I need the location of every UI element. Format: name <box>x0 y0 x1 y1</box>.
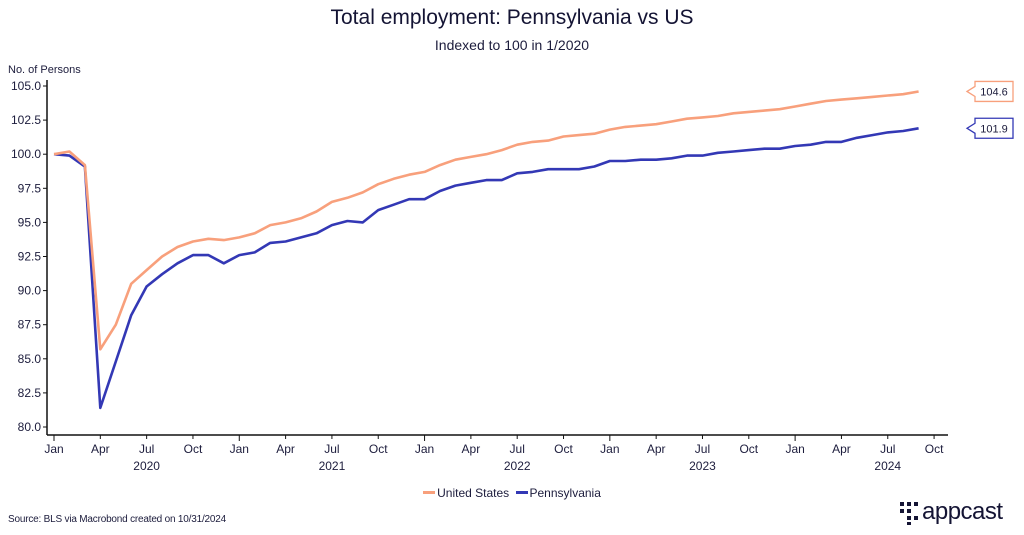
x-year-label: 2024 <box>874 459 901 473</box>
x-tick-label: Jan <box>600 442 619 456</box>
x-tick-label: Oct <box>369 442 388 456</box>
y-tick-label: 87.5 <box>18 318 42 332</box>
x-tick-label: Apr <box>462 442 481 456</box>
y-tick-label: 85.0 <box>18 352 42 366</box>
x-year-label: 2022 <box>504 459 531 473</box>
legend-swatch-pennsylvania <box>515 491 528 494</box>
y-tick-label: 97.5 <box>18 181 42 195</box>
y-tick-label: 102.5 <box>11 113 41 127</box>
legend-item-pennsylvania: Pennsylvania <box>515 485 601 500</box>
x-tick-label: Jul <box>324 442 339 456</box>
legend-swatch-united-states <box>423 491 436 494</box>
source-note: Source: BLS via Macrobond created on 10/… <box>8 514 226 525</box>
x-tick-label: Oct <box>554 442 573 456</box>
y-axis: 80.0 82.5 85.0 87.5 90.0 92.5 95.0 97.5 100.0 102… <box>11 79 48 435</box>
end-label-value: 104.6 <box>980 86 1008 98</box>
x-tick-label: Jan <box>44 442 63 456</box>
x-tick-label: Jul <box>880 442 895 456</box>
legend-label-pennsylvania: Pennsylvania <box>529 485 601 500</box>
y-axis-label: No. of Persons <box>8 64 81 76</box>
chart-title: Total employment: Pennsylvania vs US <box>330 6 694 29</box>
x-tick-label: Jan <box>230 442 249 456</box>
x-year-label: 2023 <box>689 459 716 473</box>
series-line-united-states <box>53 90 919 351</box>
end-label-value: 101.9 <box>980 123 1008 135</box>
end-label-box <box>965 80 1014 103</box>
x-tick-label: Apr <box>276 442 295 456</box>
x-tick-label: Jul <box>510 442 525 456</box>
x-year-label: 2021 <box>319 459 346 473</box>
y-tick-label: 82.5 <box>18 386 42 400</box>
end-label-pennsylvania: 101.9 <box>965 117 1014 139</box>
y-tick-label: 80.0 <box>18 420 42 434</box>
end-label-box <box>965 117 1014 139</box>
logo-text: appcast <box>922 498 1003 525</box>
x-tick-label: Apr <box>91 442 110 456</box>
y-tick-label: 105.0 <box>11 79 41 93</box>
legend: United States Pennsylvania <box>0 483 1024 500</box>
series-lines <box>53 90 919 410</box>
x-tick-label: Jan <box>785 442 804 456</box>
end-labels: 104.6 101.9 <box>965 80 1014 139</box>
x-tick-label: Apr <box>832 442 851 456</box>
x-tick-label: Oct <box>184 442 203 456</box>
end-label-united-states: 104.6 <box>965 80 1014 103</box>
x-axis: Jan Apr Jul Oct Jan Apr Jul Oct Jan Apr Jul Oct Jan A… <box>44 434 948 473</box>
x-tick-label: Apr <box>647 442 666 456</box>
chart-subtitle: Indexed to 100 in 1/2020 <box>434 37 590 53</box>
x-tick-label: Jan <box>415 442 434 456</box>
legend-item-united-states: United States <box>423 486 509 500</box>
x-tick-label: Jul <box>139 442 154 456</box>
legend-label-united-states: United States <box>437 485 510 500</box>
y-tick-label: 90.0 <box>18 284 42 298</box>
y-tick-label: 95.0 <box>18 215 42 229</box>
y-tick-label: 92.5 <box>18 250 42 264</box>
appcast-logo: appcast <box>900 498 1003 525</box>
x-tick-label: Oct <box>739 442 758 456</box>
y-tick-label: 100.0 <box>11 147 41 161</box>
x-year-label: 2020 <box>133 459 160 473</box>
x-tick-label: Jul <box>695 442 710 456</box>
series-line-pennsylvania <box>53 127 919 410</box>
x-tick-label: Oct <box>925 442 944 456</box>
line-chart: No. of Persons 80.0 82.5 85.0 87.5 90.0 92.5 9… <box>8 64 1014 473</box>
logo-dots-icon <box>900 500 918 525</box>
